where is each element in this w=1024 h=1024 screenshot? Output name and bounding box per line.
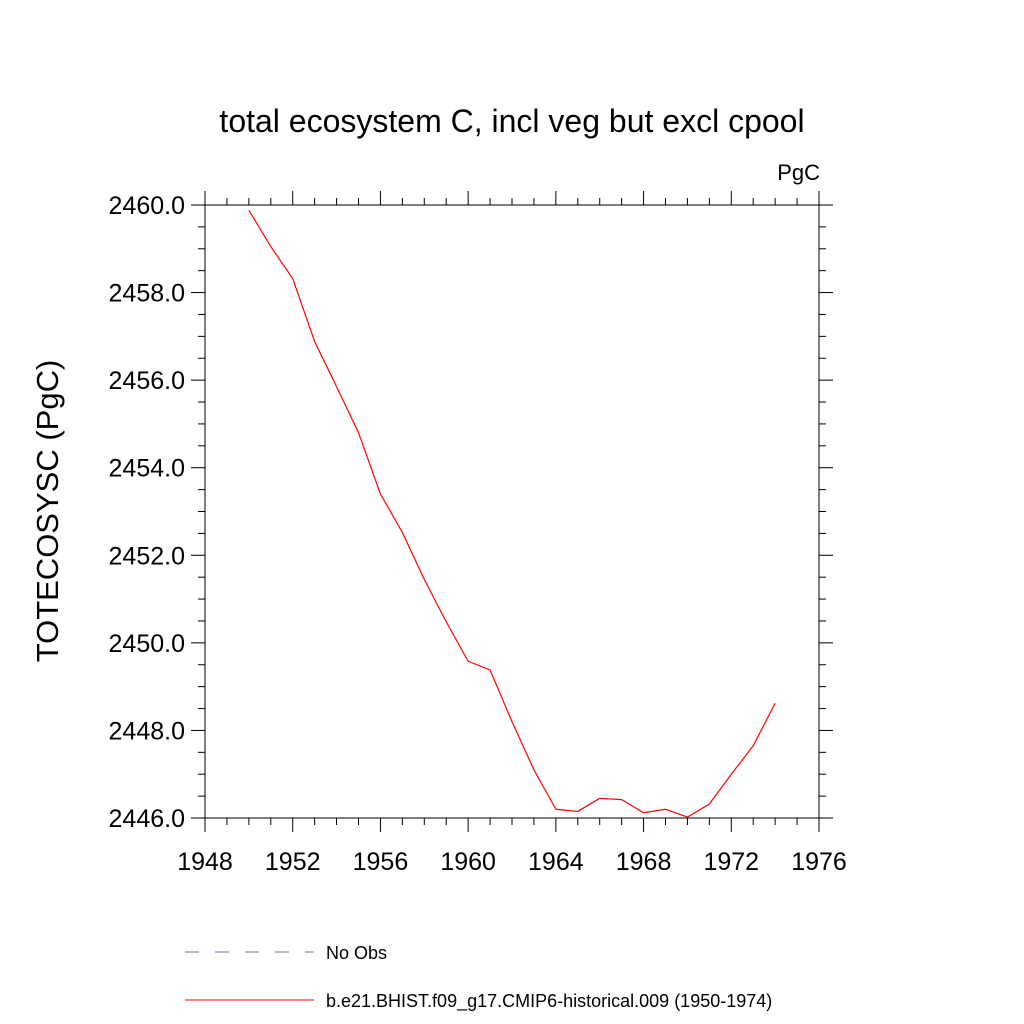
y-tick-label: 2456.0 [109, 367, 185, 395]
x-tick-label: 1968 [616, 848, 672, 876]
y-tick-label: 2460.0 [109, 192, 185, 220]
axis-tick-labels: 1948 1952 1956 1960 1964 1968 1972 1976 2446.0 24… [109, 192, 847, 876]
y-tick-label: 2458.0 [109, 280, 185, 308]
y-tick-label: 2454.0 [109, 455, 185, 483]
x-tick-label: 1956 [353, 848, 409, 876]
x-tick-label: 1952 [265, 848, 321, 876]
series-line [248, 209, 776, 818]
axis-ticks [191, 191, 833, 832]
x-tick-label: 1976 [791, 848, 847, 876]
legend: No Obs b.e21.BHIST.f09_g17.CMIP6-historic… [185, 943, 772, 1012]
plot-frame [204, 204, 820, 819]
legend-label: No Obs [326, 943, 387, 963]
series-lines [248, 209, 776, 818]
y-tick-label: 2448.0 [109, 717, 185, 745]
chart-title: total ecosystem C, incl veg but excl cpo… [219, 103, 804, 139]
legend-label: b.e21.BHIST.f09_g17.CMIP6-historical.009… [326, 991, 772, 1012]
x-tick-label: 1972 [703, 848, 759, 876]
x-tick-label: 1964 [528, 848, 584, 876]
y-tick-label: 2446.0 [109, 805, 185, 833]
y-tick-label: 2450.0 [109, 630, 185, 658]
x-tick-label: 1948 [177, 848, 233, 876]
x-tick-label: 1960 [440, 848, 496, 876]
y-tick-label: 2452.0 [109, 542, 185, 570]
units-label: PgC [777, 160, 820, 185]
y-axis-label: TOTECOSYSC (PgC) [30, 360, 65, 663]
